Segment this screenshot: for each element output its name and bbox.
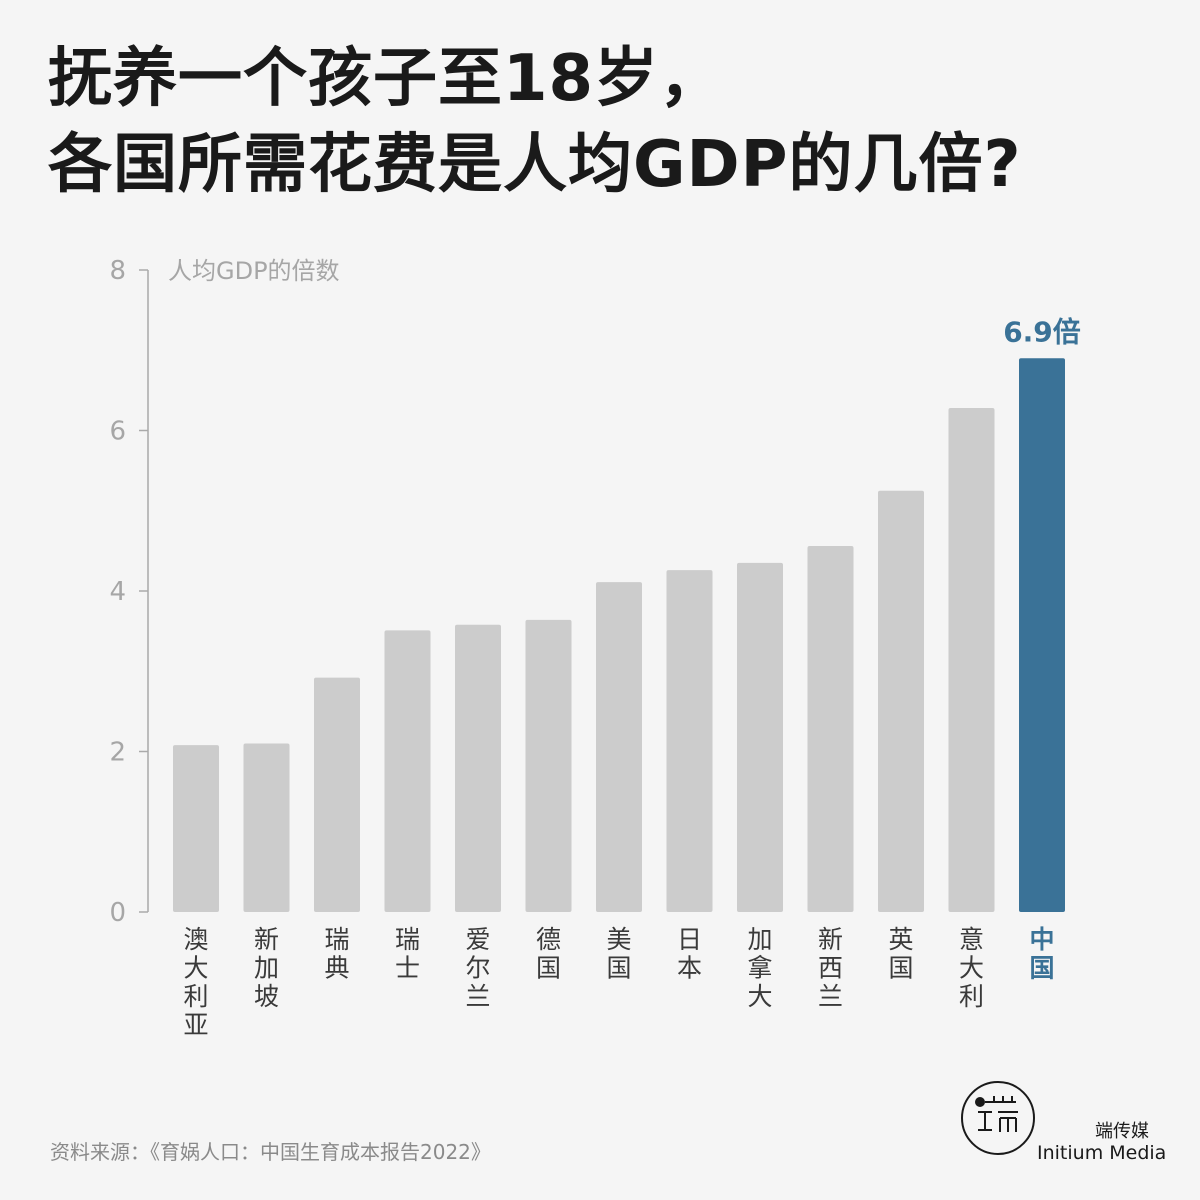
logo-chinese-name: 端传媒 xyxy=(1095,1121,1149,1142)
bars: 6.9倍 xyxy=(173,315,1081,912)
bar-3 xyxy=(314,677,360,912)
x-tick-label: 日本 xyxy=(677,925,702,983)
y-tick-label: 8 xyxy=(109,256,126,286)
y-tick-label: 2 xyxy=(109,738,126,768)
y-axis-ticks: 0 2 4 6 8 xyxy=(109,256,148,928)
source-note: 资料来源：《育娲人口：中国生育成本报告2022》 xyxy=(50,1140,491,1164)
x-tick-label: 美国 xyxy=(606,925,631,983)
x-tick-label: 中国 xyxy=(1029,925,1054,983)
bar-1 xyxy=(173,745,219,912)
logo-english-name: Initium Media xyxy=(1037,1142,1167,1164)
bar-13 xyxy=(1019,358,1065,912)
x-tick-label: 爱尔兰 xyxy=(465,925,490,1011)
y-tick-label: 0 xyxy=(109,898,126,928)
bar-6 xyxy=(525,619,572,912)
x-tick-label: 瑞典 xyxy=(324,925,349,983)
chart-title-line-2: 各国所需花费是人均GDP的几倍? xyxy=(48,128,1022,202)
bar-2 xyxy=(243,743,290,912)
x-tick-label: 瑞士 xyxy=(395,925,420,983)
bar-7 xyxy=(596,582,642,912)
bar-8 xyxy=(666,570,713,912)
bar-9 xyxy=(737,562,783,912)
highlight-value-label: 6.9倍 xyxy=(1003,315,1081,348)
y-tick-label: 4 xyxy=(109,577,126,607)
x-tick-label: 德国 xyxy=(536,925,561,983)
bar-12 xyxy=(948,408,995,912)
y-tick-label: 6 xyxy=(109,417,126,447)
x-tick-label: 新西兰 xyxy=(818,925,843,1011)
bar-10 xyxy=(807,546,854,912)
y-axis-label: 人均GDP的倍数 xyxy=(168,257,340,285)
x-tick-label: 新加坡 xyxy=(254,925,279,1011)
bar-11 xyxy=(878,490,924,912)
bar-5 xyxy=(455,624,501,912)
initium-logo-icon xyxy=(961,1081,1035,1155)
chart-title-line-1: 抚养一个孩子至18岁， xyxy=(48,42,725,116)
x-tick-label: 澳大利亚 xyxy=(183,925,208,1040)
x-tick-label: 加拿大 xyxy=(747,925,772,1011)
x-tick-label: 意大利 xyxy=(959,925,984,1011)
x-tick-label: 英国 xyxy=(888,925,913,983)
bar-4 xyxy=(384,630,431,912)
chart-title: 抚养一个孩子至18岁， 各国所需花费是人均GDP的几倍? xyxy=(48,36,1022,208)
